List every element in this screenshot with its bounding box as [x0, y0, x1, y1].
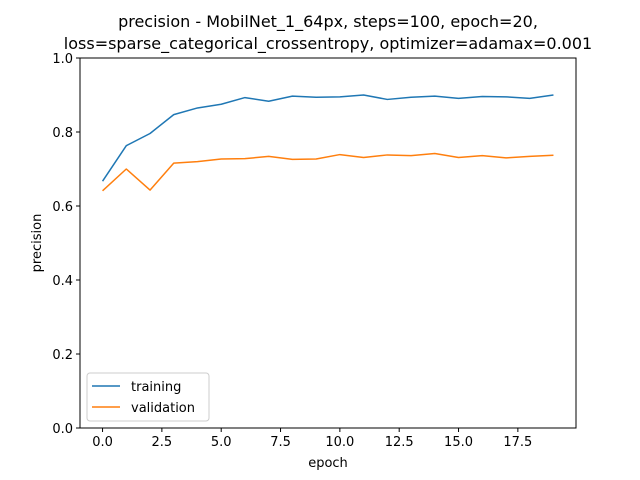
legend-label-training: training: [131, 380, 181, 395]
x-tick-label: 15.0: [444, 435, 473, 450]
ticks-layer: 0.0 2.5 5.0 7.5 10.0 12.5 15.0 17.5 0.0 0.2 0.4 0.6…: [52, 52, 532, 450]
x-tick-label: 2.5: [152, 435, 173, 450]
series-line-training: [101, 94, 554, 182]
x-tick-label: 7.5: [270, 435, 291, 450]
chart-title-line-1: precision - MobilNet_1_64px, steps=100, …: [118, 12, 538, 32]
y-tick-label: 0.4: [52, 274, 73, 289]
y-tick-label: 0.8: [52, 126, 73, 141]
x-tick-label: 5.0: [211, 435, 232, 450]
legend: training validation: [86, 372, 210, 422]
x-tick-label: 0.0: [92, 435, 113, 450]
axes-frame: [79, 57, 577, 429]
y-tick-label: 1.0: [52, 52, 73, 67]
series-line-validation: [102, 152, 554, 192]
series-layer: [101, 94, 554, 192]
legend-label-validation: validation: [131, 401, 195, 416]
chart-title-line-2: loss=sparse_categorical_crossentropy, op…: [64, 34, 592, 54]
legend-box: [86, 372, 210, 422]
x-axis-label: epoch: [308, 456, 348, 471]
y-tick-label: 0.6: [52, 200, 73, 215]
x-tick-label: 17.5: [503, 435, 532, 450]
x-tick-label: 12.5: [385, 435, 414, 450]
y-axis-label: precision: [30, 214, 45, 273]
y-tick-label: 0.2: [52, 348, 73, 363]
x-tick-label: 10.0: [325, 435, 354, 450]
y-tick-label: 0.0: [52, 422, 73, 437]
